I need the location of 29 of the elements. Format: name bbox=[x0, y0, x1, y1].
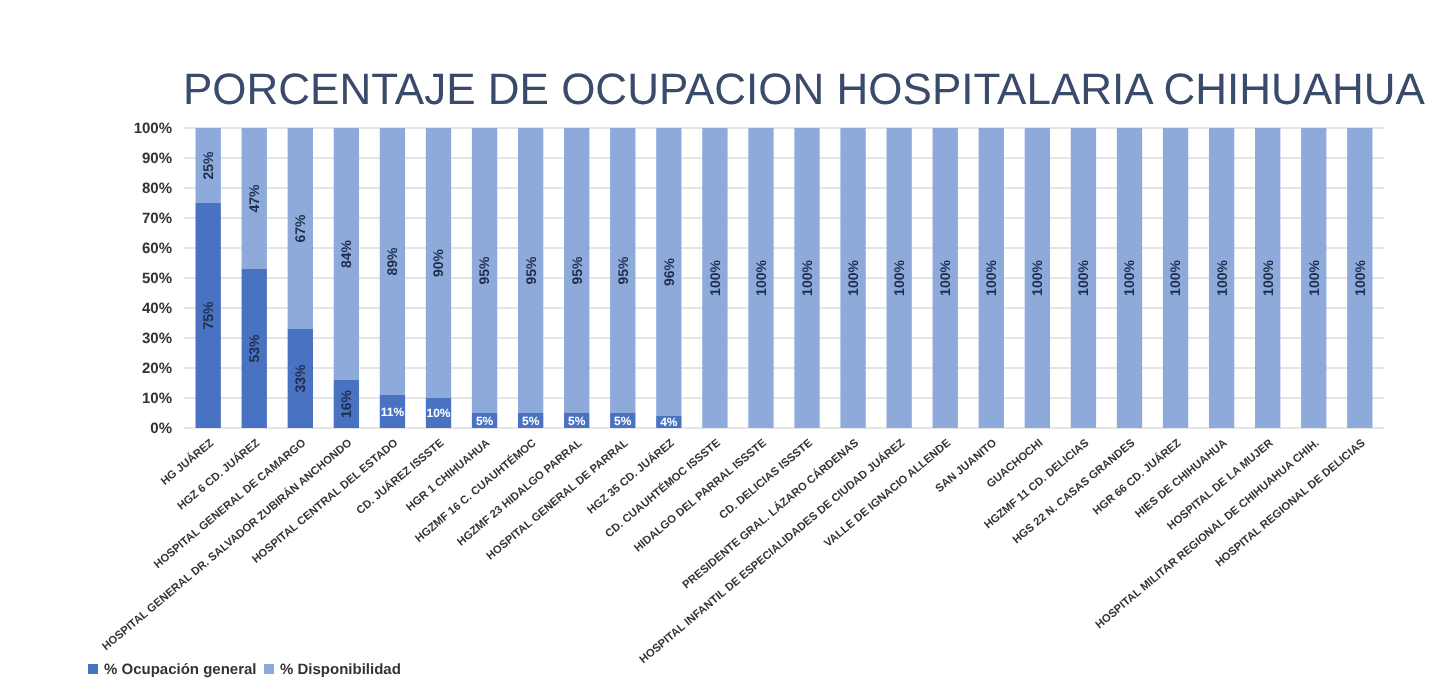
bar bbox=[702, 128, 728, 428]
bar bbox=[1024, 128, 1051, 428]
bar bbox=[241, 269, 267, 428]
bar bbox=[333, 128, 360, 380]
bar bbox=[794, 128, 820, 428]
bar bbox=[1347, 128, 1373, 428]
bar bbox=[748, 128, 774, 428]
bar bbox=[564, 128, 590, 413]
bar bbox=[471, 128, 498, 413]
bar bbox=[379, 128, 406, 395]
bar bbox=[610, 128, 636, 413]
chart-title: PORCENTAJE DE OCUPACION HOSPITALARIA CHIHUAHUA bbox=[183, 64, 1426, 114]
bar bbox=[1116, 128, 1143, 428]
bar bbox=[1070, 128, 1097, 428]
bar bbox=[287, 128, 313, 329]
bar bbox=[287, 329, 313, 428]
bar bbox=[886, 128, 912, 428]
bar bbox=[1301, 128, 1327, 428]
bar bbox=[1255, 128, 1281, 428]
bar bbox=[425, 128, 452, 398]
bar bbox=[241, 128, 267, 269]
bar bbox=[1208, 128, 1235, 428]
bar bbox=[195, 203, 221, 428]
bar bbox=[656, 128, 682, 416]
bar bbox=[517, 128, 544, 413]
bar bbox=[1162, 128, 1189, 428]
bar bbox=[840, 128, 866, 428]
bar bbox=[978, 128, 1004, 428]
bar bbox=[932, 128, 958, 428]
